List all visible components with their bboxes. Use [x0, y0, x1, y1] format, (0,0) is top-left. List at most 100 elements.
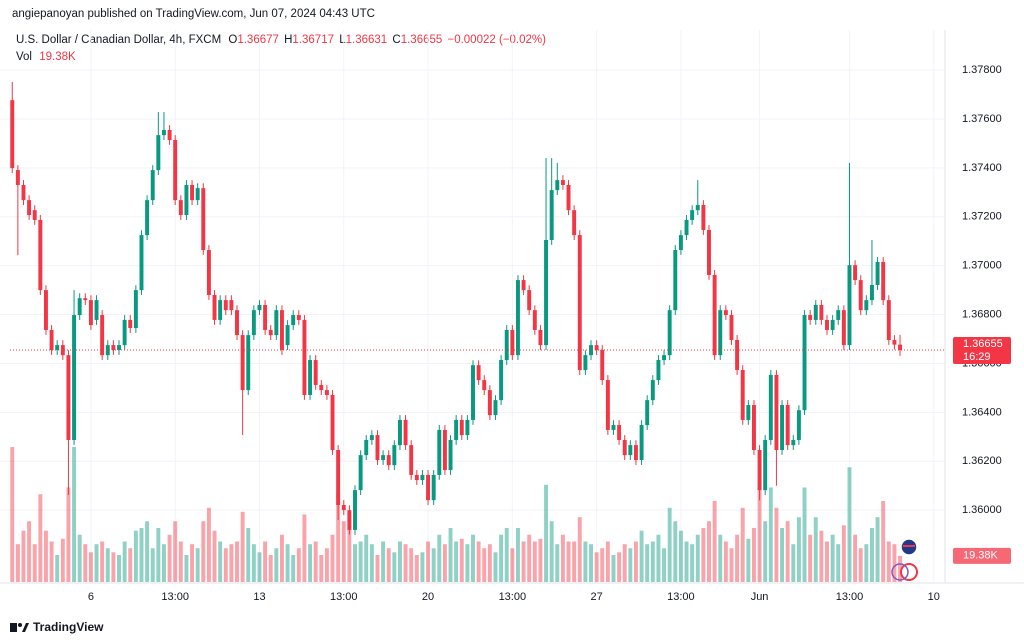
volume-bar	[499, 534, 504, 582]
volume-bar	[156, 528, 161, 582]
candle-body	[662, 355, 667, 361]
candle-body	[442, 429, 447, 471]
candle-body	[572, 210, 577, 236]
volume-bar	[830, 534, 835, 582]
volume-bar	[583, 541, 588, 582]
candle-body	[869, 284, 874, 301]
volume-bar	[66, 487, 71, 582]
candle-body	[330, 394, 335, 451]
volume-bar	[27, 521, 32, 582]
candle-body	[195, 188, 200, 201]
candle-body	[678, 235, 683, 251]
volume-bar	[10, 447, 15, 582]
candle-body	[515, 280, 520, 356]
volume-bar	[690, 544, 695, 582]
ohlc-prefix: C	[392, 34, 400, 46]
plot	[0, 30, 945, 583]
volume-bar	[420, 552, 425, 582]
volume-bar	[600, 548, 605, 582]
candle-body	[38, 219, 43, 291]
volume-bar	[246, 528, 251, 582]
candle-body	[836, 310, 841, 320]
candle-body	[718, 310, 723, 356]
volume-bar	[60, 538, 65, 582]
volume-bar	[324, 548, 329, 582]
change: −0.00022 (−0.02%)	[447, 34, 546, 46]
volume-bar	[549, 521, 554, 582]
candle-body	[308, 360, 313, 395]
volume-bar	[768, 487, 773, 582]
volume-bar	[83, 544, 88, 582]
volume-bar	[94, 544, 99, 582]
candle-body	[684, 219, 689, 236]
volume-bar	[701, 528, 706, 582]
candle-body	[802, 315, 807, 411]
volume-bar	[128, 548, 133, 582]
candle-body	[49, 329, 54, 351]
volume-bar	[223, 548, 228, 582]
volume-bar	[493, 552, 498, 582]
candle-body	[257, 305, 262, 311]
candle-body	[785, 405, 790, 446]
volume-tag	[953, 547, 1011, 564]
candle-body	[830, 319, 835, 330]
volume-bar	[796, 517, 801, 582]
candle-body	[392, 445, 397, 466]
x-tick-label: 13:00	[330, 591, 358, 603]
candle-body	[437, 429, 442, 475]
volume-bar	[409, 548, 414, 582]
candle-body	[555, 180, 560, 191]
volume-bar	[544, 484, 549, 582]
candle-body	[381, 455, 386, 461]
candle-body	[864, 300, 869, 311]
countdown: 16:29	[963, 351, 991, 363]
volume-bar	[611, 555, 616, 582]
candle-body	[600, 350, 605, 381]
candle-body	[892, 339, 897, 345]
candle-body	[549, 190, 554, 240]
volume-bar	[471, 534, 475, 582]
volume-bar	[774, 507, 779, 582]
candle-body	[173, 139, 178, 201]
volume-bar	[21, 530, 26, 582]
volume-bar	[178, 541, 183, 582]
flag-icon	[891, 563, 909, 581]
volume-bar	[572, 541, 577, 582]
x-tick-label: Jun	[751, 591, 769, 603]
candle-body	[375, 435, 380, 461]
volume-bar	[566, 541, 571, 582]
volume-bar	[392, 552, 397, 582]
volume-bar	[476, 541, 481, 582]
candle-body	[268, 329, 273, 336]
candle-body	[397, 419, 402, 446]
candle-body	[263, 305, 268, 330]
candle-body	[161, 129, 166, 136]
volume-bar	[707, 521, 711, 582]
candle-body	[476, 365, 481, 381]
volume-bar	[218, 541, 223, 582]
candle-body	[218, 300, 223, 320]
candle-body	[645, 400, 650, 426]
candle-body	[763, 439, 768, 491]
volume-bar	[235, 541, 239, 582]
candle-body	[302, 319, 307, 395]
volume-bar	[397, 541, 402, 582]
candle-body	[589, 345, 593, 356]
x-tick-label: 13	[253, 591, 265, 603]
candle-body	[639, 425, 644, 461]
candle-body	[532, 310, 537, 330]
volume-bar	[515, 528, 520, 582]
candle-body	[740, 370, 745, 420]
volume-bar	[869, 528, 874, 582]
candle-body	[605, 380, 610, 430]
volume-bar	[639, 530, 644, 582]
volume-bar	[206, 507, 211, 582]
candle-body	[650, 380, 655, 401]
candle-body	[499, 360, 504, 401]
volume-legend: Vol 19.38K	[16, 51, 76, 63]
volume-bar	[454, 541, 459, 582]
logo: TradingView	[10, 620, 104, 634]
candle-body	[611, 425, 616, 430]
candle-body	[77, 298, 82, 316]
volume-bar	[729, 548, 734, 582]
